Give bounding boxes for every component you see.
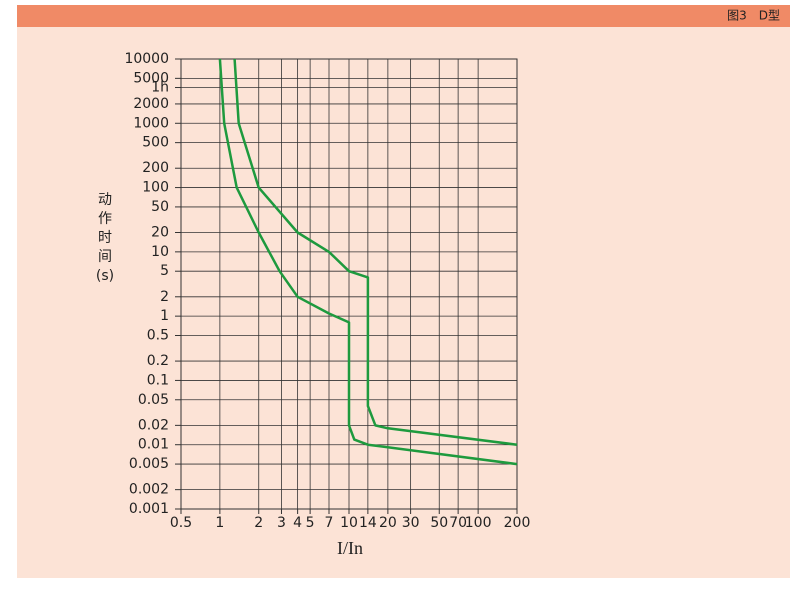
y-tick-label: 50 <box>151 199 169 215</box>
y-tick-label: 5000 <box>133 70 169 86</box>
y-axis-label: 动 <box>98 192 112 208</box>
x-tick-label: 4 <box>293 515 302 531</box>
y-tick-label: 200 <box>142 160 169 176</box>
y-tick-label: 1h <box>151 80 169 96</box>
curve <box>218 58 518 466</box>
x-tick-label: 1 <box>215 515 224 531</box>
y-axis-label: 作 <box>98 211 112 227</box>
x-tick-label: 200 <box>504 515 531 531</box>
y-tick-label: 0.05 <box>138 392 169 408</box>
y-tick-label: 2000 <box>133 96 169 112</box>
x-tick-label: 100 <box>465 515 492 531</box>
x-tick-label: 14 <box>359 515 377 531</box>
y-tick-label: 1 <box>160 308 169 324</box>
y-tick-label: 20 <box>151 225 169 241</box>
y-tick-label: 10000 <box>124 51 169 67</box>
y-axis-label: 时 <box>98 230 112 246</box>
chart-title: 图3 D型 <box>727 9 780 23</box>
y-tick-label: 0.002 <box>129 482 169 498</box>
x-tick-label: 30 <box>402 515 420 531</box>
y-tick-label: 5 <box>160 263 169 279</box>
x-tick-label: 5 <box>306 515 315 531</box>
y-tick-label: 0.1 <box>147 372 169 388</box>
y-axis-label: (s) <box>96 268 114 284</box>
x-tick-label: 50 <box>430 515 448 531</box>
background <box>17 27 790 578</box>
curve <box>233 58 518 446</box>
x-tick-label: 3 <box>277 515 286 531</box>
y-axis-label: 间 <box>98 249 112 265</box>
y-tick-label: 0.005 <box>129 456 169 472</box>
y-tick-label: 10 <box>151 244 169 260</box>
x-tick-label: 2 <box>254 515 263 531</box>
x-axis-label: I/In <box>337 538 363 558</box>
y-tick-label: 0.2 <box>147 353 169 369</box>
y-tick-label: 0.02 <box>138 417 169 433</box>
header-bar <box>17 5 790 27</box>
y-tick-label: 0.01 <box>138 437 169 453</box>
y-tick-label: 0.001 <box>129 501 169 517</box>
y-tick-label: 100 <box>142 180 169 196</box>
y-tick-label: 1000 <box>133 115 169 131</box>
x-tick-label: 0.5 <box>170 515 192 531</box>
y-tick-label: 0.5 <box>147 327 169 343</box>
x-tick-label: 70 <box>449 515 467 531</box>
x-tick-label: 7 <box>325 515 334 531</box>
x-tick-label: 10 <box>340 515 358 531</box>
x-tick-label: 20 <box>379 515 397 531</box>
y-tick-label: 2 <box>160 289 169 305</box>
y-tick-label: 500 <box>142 135 169 151</box>
